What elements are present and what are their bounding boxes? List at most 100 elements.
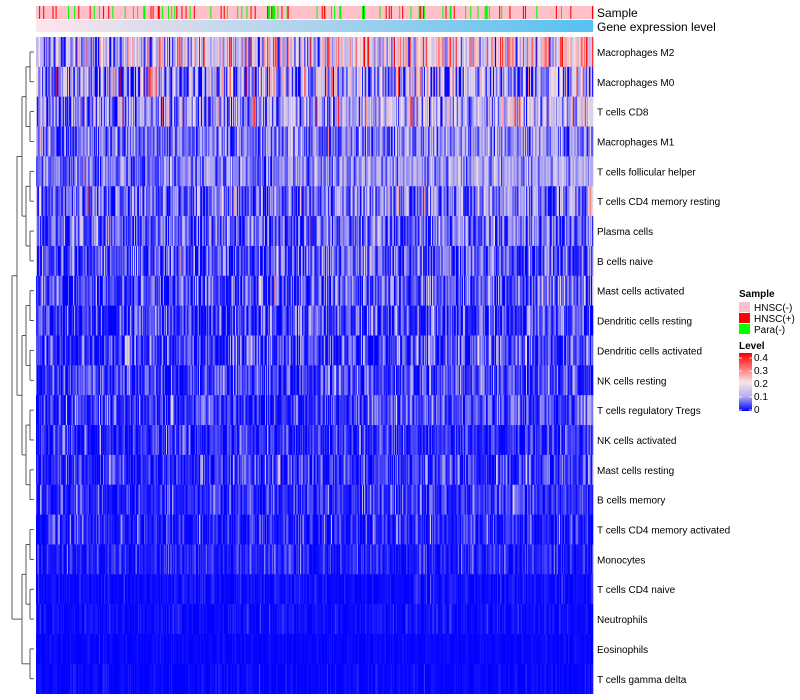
heatmap-cell xyxy=(217,186,219,217)
heatmap-cell xyxy=(97,245,100,277)
heatmap-cell xyxy=(146,216,148,247)
heatmap-cell xyxy=(383,37,385,68)
heatmap-cell xyxy=(111,66,113,97)
heatmap-cell xyxy=(58,96,61,127)
heatmap-cell xyxy=(123,96,126,127)
heatmap-cell xyxy=(87,126,89,157)
heatmap-cell xyxy=(52,37,54,68)
heatmap-cell xyxy=(366,126,368,157)
heatmap-cell xyxy=(371,37,373,68)
sample-track-cell xyxy=(67,6,70,19)
heatmap-cell xyxy=(440,126,442,157)
sample-track-cell xyxy=(235,6,237,19)
heatmap-cell xyxy=(566,96,568,127)
heatmap-cell xyxy=(488,156,491,187)
heatmap-cell xyxy=(191,216,194,247)
heatmap-cell xyxy=(88,216,90,247)
heatmap-cell xyxy=(336,96,338,127)
heatmap-cell xyxy=(278,126,280,157)
heatmap-cell xyxy=(474,96,476,127)
heatmap-cell xyxy=(495,156,497,187)
sample-track-cell xyxy=(488,6,491,19)
heatmap-cell xyxy=(180,126,182,157)
heatmap-cell xyxy=(246,66,248,97)
heatmap-cell xyxy=(546,186,548,217)
heatmap-cell xyxy=(71,245,73,277)
heatmap-cell xyxy=(284,37,286,68)
heatmap-cell xyxy=(264,216,267,247)
heatmap-cell xyxy=(543,216,545,247)
sample-track-cell xyxy=(108,6,110,19)
sample-track-cell xyxy=(220,6,222,19)
heatmap-cell xyxy=(532,126,534,157)
heatmap-cell xyxy=(359,186,362,217)
heatmap-cell xyxy=(460,126,463,157)
heatmap-cell xyxy=(192,245,195,277)
heatmap-cell xyxy=(249,96,251,127)
heatmap-cell xyxy=(344,156,346,187)
heatmap-cell xyxy=(218,216,220,247)
heatmap-cell xyxy=(46,66,48,97)
heatmap-cell xyxy=(328,37,331,68)
heatmap-cell xyxy=(478,126,480,157)
heatmap-cell xyxy=(400,96,402,127)
heatmap-cell xyxy=(479,156,481,187)
heatmap-cell xyxy=(71,156,73,187)
heatmap-cell xyxy=(493,37,496,68)
heatmap-cell xyxy=(524,96,527,127)
sample-track-cell xyxy=(553,6,556,19)
heatmap-cell xyxy=(515,66,517,97)
heatmap-cell xyxy=(77,66,79,97)
heatmap-cell xyxy=(44,186,46,217)
heatmap-cell xyxy=(544,126,546,157)
heatmap-cell xyxy=(301,126,303,157)
sample-track-cell xyxy=(43,6,45,19)
heatmap-cell xyxy=(70,96,72,127)
heatmap-cell xyxy=(327,66,330,97)
heatmap-cell xyxy=(167,216,169,247)
sample-track-cell xyxy=(61,6,64,19)
heatmap-cell xyxy=(507,126,509,157)
heatmap-cell xyxy=(85,186,87,217)
sample-track-cell xyxy=(459,6,462,19)
heatmap-cell xyxy=(255,216,258,247)
sample-track-cell xyxy=(580,6,582,19)
heatmap-cell xyxy=(175,156,177,187)
heatmap-cell xyxy=(486,37,489,68)
sample-track-cell xyxy=(253,6,255,19)
sample-track-cell xyxy=(222,6,225,19)
heatmap-cell xyxy=(395,37,398,68)
heatmap-cell xyxy=(200,126,202,157)
heatmap-cell xyxy=(326,186,329,217)
heatmap-cell xyxy=(404,37,406,68)
heatmap-cell xyxy=(457,216,460,247)
sample-track-cell xyxy=(251,6,253,19)
heatmap-cell xyxy=(576,216,578,247)
heatmap-cell xyxy=(163,96,166,127)
heatmap-cell xyxy=(302,66,304,97)
heatmap-cell xyxy=(478,66,480,97)
heatmap-cell xyxy=(163,37,166,68)
heatmap-cell xyxy=(333,156,335,187)
heatmap-cell xyxy=(408,96,410,127)
heatmap-cell xyxy=(589,216,592,247)
heatmap-cell xyxy=(289,156,292,187)
heatmap-cell xyxy=(236,126,238,157)
heatmap-cell xyxy=(492,66,495,97)
heatmap-cell xyxy=(585,186,588,217)
sample-track-cell xyxy=(343,6,345,19)
heatmap-cell xyxy=(554,156,557,187)
heatmap-cell xyxy=(143,66,145,97)
heatmap-cell xyxy=(472,126,474,157)
heatmap-cell xyxy=(486,216,489,247)
heatmap-cell xyxy=(310,37,312,68)
heatmap-cell xyxy=(99,37,102,68)
heatmap-cell xyxy=(103,216,105,247)
heatmap-cell xyxy=(420,156,423,187)
heatmap-cell xyxy=(104,37,106,68)
heatmap-cell xyxy=(141,37,143,68)
heatmap-cell xyxy=(211,96,213,127)
heatmap-cell xyxy=(214,186,216,217)
heatmap-cell xyxy=(387,126,390,157)
heatmap-cell xyxy=(413,66,415,97)
